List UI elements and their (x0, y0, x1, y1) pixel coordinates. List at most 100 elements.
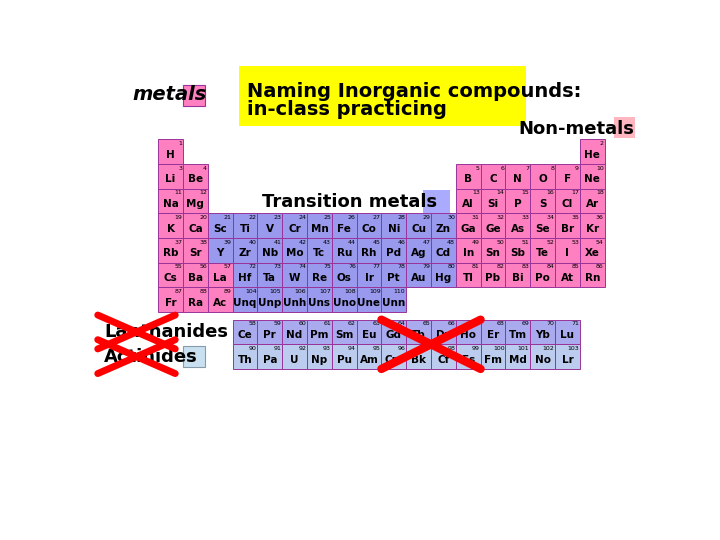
Text: Fm: Fm (484, 355, 502, 365)
Bar (158, 287, 183, 312)
Text: 17: 17 (571, 190, 579, 195)
Text: Ac: Ac (213, 298, 228, 308)
Bar (555, 164, 580, 189)
Text: 18: 18 (596, 190, 604, 195)
Text: Fr: Fr (165, 298, 176, 308)
Text: Re: Re (312, 273, 327, 283)
Text: 54: 54 (596, 240, 604, 245)
Text: Ga: Ga (460, 224, 476, 234)
Text: 44: 44 (348, 240, 356, 245)
Text: 29: 29 (422, 215, 431, 220)
Text: Na: Na (163, 199, 179, 209)
Text: Cf: Cf (437, 355, 449, 365)
Bar (183, 164, 208, 189)
Text: 23: 23 (274, 215, 282, 220)
Text: Ir: Ir (364, 273, 374, 283)
Text: Hg: Hg (436, 273, 451, 283)
Text: 20: 20 (199, 215, 207, 220)
Text: 55: 55 (174, 264, 182, 269)
Bar (258, 262, 282, 287)
Text: Cr: Cr (288, 224, 301, 234)
Bar (580, 164, 605, 189)
Text: Er: Er (487, 330, 499, 340)
Bar (382, 287, 406, 312)
Text: In: In (462, 248, 474, 258)
Bar (356, 345, 382, 369)
Text: Y: Y (217, 248, 224, 258)
Text: Unn: Unn (382, 298, 405, 308)
Text: Lr: Lr (562, 355, 573, 365)
Bar (332, 213, 356, 238)
Text: Co: Co (361, 224, 377, 234)
Bar (456, 213, 481, 238)
Text: 103: 103 (567, 346, 579, 351)
Text: H: H (166, 150, 175, 160)
Bar (233, 287, 258, 312)
Text: 28: 28 (397, 215, 405, 220)
Text: 33: 33 (521, 215, 529, 220)
Bar (580, 262, 605, 287)
Bar (505, 238, 530, 262)
Text: Actinides: Actinides (104, 348, 198, 366)
Text: 107: 107 (319, 289, 331, 294)
Bar (481, 320, 505, 345)
Text: 95: 95 (373, 346, 381, 351)
Text: Naming Inorganic compounds:: Naming Inorganic compounds: (246, 82, 581, 101)
Bar (233, 320, 258, 345)
Text: 38: 38 (199, 240, 207, 245)
Bar (307, 287, 332, 312)
Text: Sn: Sn (485, 248, 500, 258)
Text: Se: Se (535, 224, 550, 234)
Text: Uns: Uns (308, 298, 330, 308)
Text: 66: 66 (447, 321, 455, 326)
Text: 48: 48 (447, 240, 455, 245)
Bar (555, 345, 580, 369)
Text: Eu: Eu (361, 330, 377, 340)
Text: Kr: Kr (585, 224, 599, 234)
Text: 62: 62 (348, 321, 356, 326)
Text: Sm: Sm (335, 330, 354, 340)
Bar (208, 262, 233, 287)
Bar (332, 262, 356, 287)
Bar (307, 320, 332, 345)
Text: 10: 10 (596, 166, 604, 171)
Text: Unh: Unh (283, 298, 306, 308)
Text: C: C (489, 174, 497, 184)
Text: Cd: Cd (436, 248, 451, 258)
Text: 15: 15 (522, 190, 529, 195)
Text: 101: 101 (518, 346, 529, 351)
Bar (456, 345, 481, 369)
Bar (158, 164, 183, 189)
Text: 69: 69 (521, 321, 529, 326)
Text: Hf: Hf (238, 273, 252, 283)
Text: Be: Be (188, 174, 203, 184)
Text: 96: 96 (397, 346, 405, 351)
Text: 77: 77 (373, 264, 381, 269)
Bar (530, 189, 555, 213)
Text: Ti: Ti (240, 224, 251, 234)
Bar (431, 320, 456, 345)
Text: 53: 53 (571, 240, 579, 245)
Bar (505, 164, 530, 189)
Bar (555, 213, 580, 238)
Text: Ne: Ne (584, 174, 600, 184)
Text: Es: Es (462, 355, 474, 365)
Text: Tm: Tm (509, 330, 527, 340)
Text: 2: 2 (600, 141, 604, 146)
Bar (481, 238, 505, 262)
Bar (481, 213, 505, 238)
Bar (183, 213, 208, 238)
Bar (233, 262, 258, 287)
Text: 94: 94 (348, 346, 356, 351)
Text: 41: 41 (274, 240, 282, 245)
Text: 46: 46 (397, 240, 405, 245)
Text: 73: 73 (274, 264, 282, 269)
Text: B: B (464, 174, 472, 184)
Text: 3: 3 (179, 166, 182, 171)
Text: 32: 32 (497, 215, 505, 220)
Text: 102: 102 (542, 346, 554, 351)
Bar (158, 262, 183, 287)
Bar (481, 262, 505, 287)
Bar (555, 262, 580, 287)
Text: 42: 42 (298, 240, 306, 245)
